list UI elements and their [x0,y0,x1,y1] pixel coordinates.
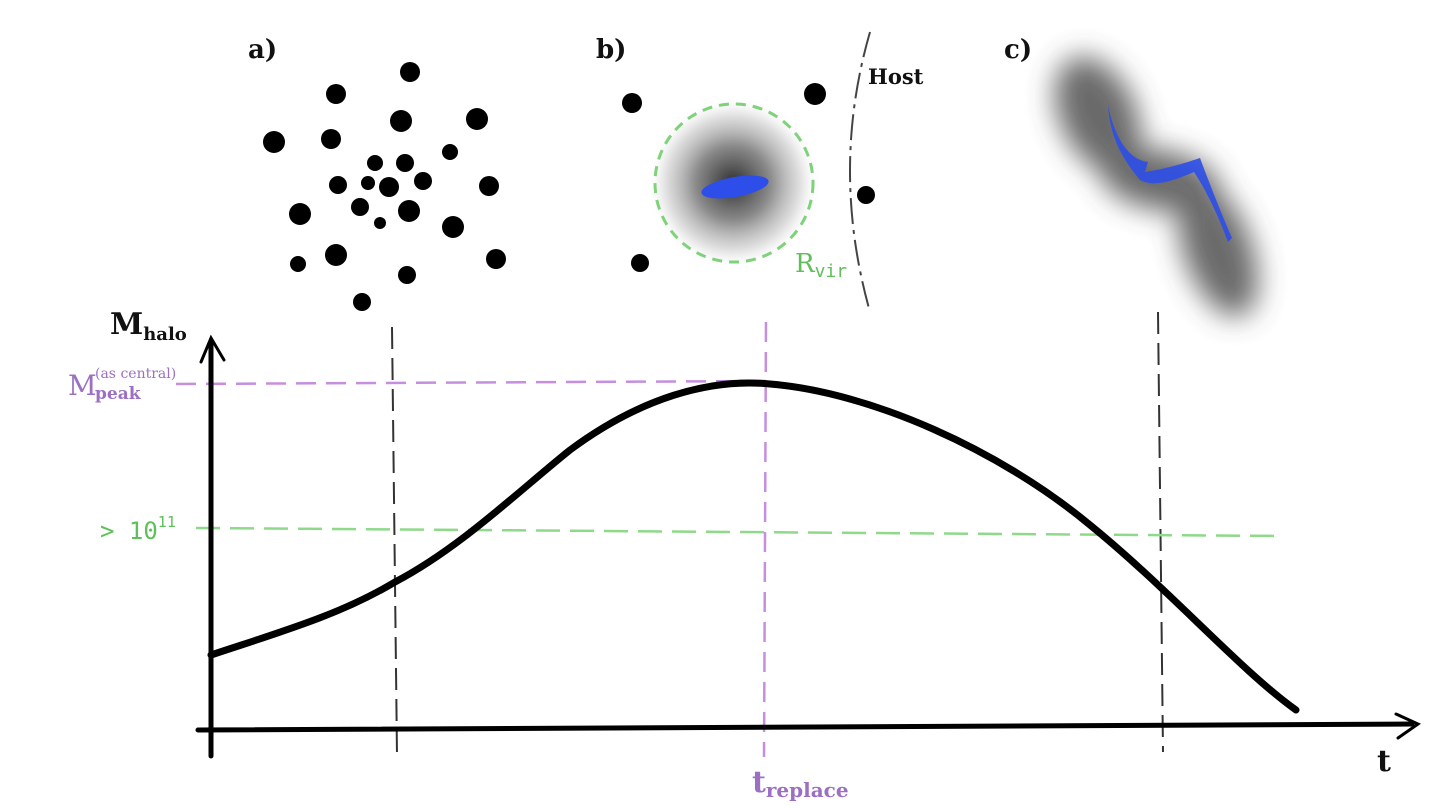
particle [398,200,420,222]
guide-line-c [1157,311,1164,753]
t-replace-sub: replace [766,778,849,802]
particle [326,84,346,104]
panel-c-label: c) [1004,35,1032,65]
particle [442,216,464,238]
particle [390,110,412,132]
rvir-label: Rvir [795,249,847,282]
central-galaxy [701,175,769,199]
particle [351,198,369,216]
rvir-sub: vir [815,261,848,282]
peak-mass-line [175,379,771,386]
halo-mass-curve [207,379,1300,714]
y-axis-arrowhead [199,334,226,364]
particle [414,172,432,190]
particle [263,131,285,153]
panel-a-label: a) [248,35,277,65]
particle [466,108,488,130]
particle [321,129,341,149]
virial-radius-circle [653,102,815,264]
particle [631,254,649,272]
particle [396,154,414,172]
particle [622,93,642,113]
particle [361,176,375,190]
particle [353,293,371,311]
t-replace-label: treplace [752,765,849,802]
particle [442,144,458,160]
peak-mass-main: M [68,369,97,402]
particle [486,249,506,269]
peak-mass-superscript: (as central) [95,366,176,382]
particle [329,176,347,194]
stripped-galaxy [1108,105,1232,242]
y-axis-label-main: M [110,307,143,342]
threshold-prefix: > 10 [100,517,158,545]
guide-line-a [391,326,398,756]
threshold-exponent: 11 [158,513,176,531]
threshold-label: > 1011 [100,513,176,545]
peak-mass-label: M (as central) peak [68,366,176,404]
panel-b-particles [622,83,875,272]
threshold-line [195,526,1281,538]
t-replace-line [762,321,768,758]
particle [325,244,347,266]
host-label: Host [868,64,924,89]
y-axis-label: Mhalo [110,307,187,345]
x-axis [195,721,1415,733]
peak-mass-subscript: peak [95,384,142,404]
particle [398,266,416,284]
y-axis-label-sub: halo [143,324,187,345]
particle [374,217,386,229]
particle [289,203,311,225]
particle [479,176,499,196]
stripped-halo [1054,56,1258,317]
particle [367,155,383,171]
x-axis-arrowhead [1394,712,1422,740]
host-halo-boundary [849,31,871,313]
panel-b-label: b) [596,35,626,65]
rvir-main: R [795,249,816,279]
particle [400,62,420,82]
t-replace-main: t [752,765,766,800]
particle [857,186,875,204]
x-axis-label: t [1377,744,1391,779]
particle [290,256,306,272]
particle [379,177,399,197]
particle [804,83,826,105]
panel-a-particles [263,62,506,311]
